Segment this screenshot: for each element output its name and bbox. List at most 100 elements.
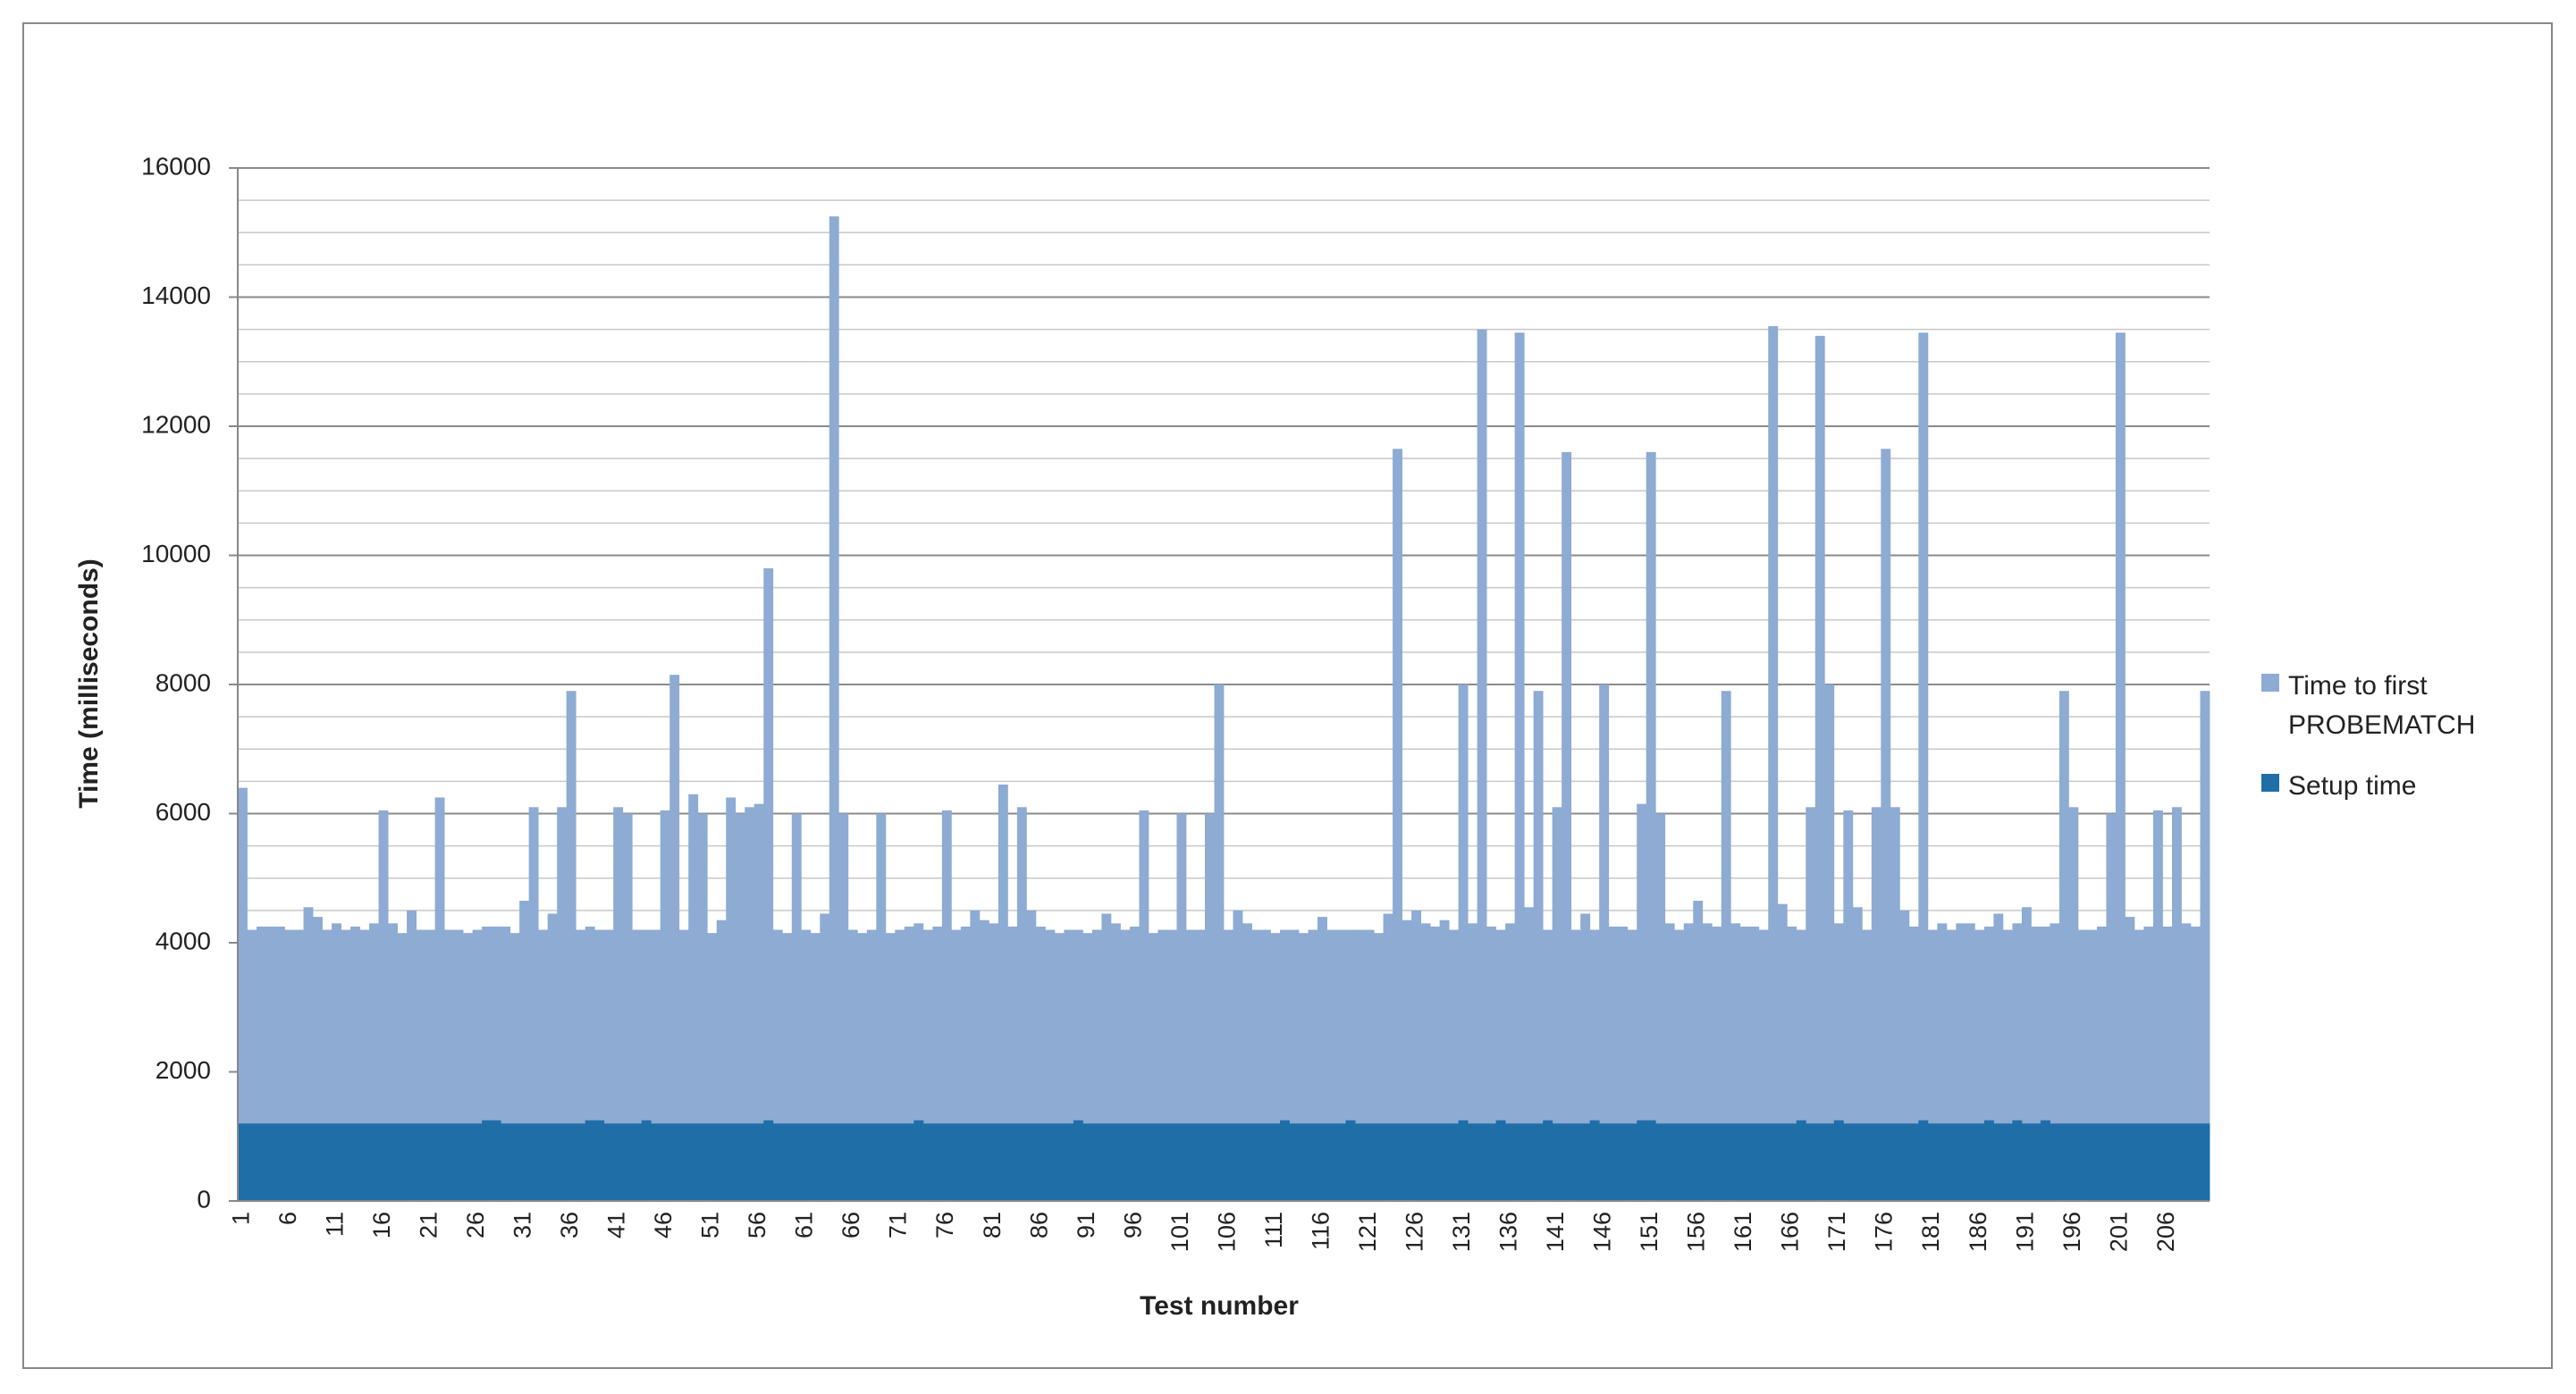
bar [1871, 807, 1881, 1201]
bar [509, 1123, 520, 1201]
bar [1120, 1123, 1131, 1201]
x-tick-label: 11 [321, 1212, 348, 1237]
bar [1505, 1123, 1516, 1201]
bar [1890, 1123, 1900, 1201]
x-tick-label: 76 [931, 1212, 958, 1239]
bar [1918, 332, 1929, 1201]
bar [1580, 1123, 1591, 1201]
bar [753, 803, 764, 1201]
bar [1101, 1123, 1112, 1201]
bar [1890, 807, 1900, 1201]
bar [641, 929, 652, 1201]
bar [745, 1123, 755, 1201]
bar [753, 1123, 764, 1201]
x-tick-label: 151 [1636, 1212, 1663, 1252]
bar [810, 933, 821, 1201]
bar [1730, 1123, 1741, 1201]
x-tick-label: 161 [1730, 1212, 1756, 1252]
bar [1608, 926, 1619, 1201]
bar [1683, 1123, 1694, 1201]
bar [585, 1120, 595, 1201]
x-tick-label: 156 [1683, 1212, 1710, 1252]
bar [1420, 1123, 1431, 1201]
bar [1937, 923, 1948, 1201]
bar [444, 1123, 455, 1201]
bar [632, 929, 643, 1201]
y-tick-label: 0 [197, 1185, 211, 1213]
bar [1326, 1123, 1337, 1201]
bar [895, 929, 905, 1201]
bar [1787, 1123, 1797, 1201]
bar [613, 807, 624, 1201]
bar [1110, 1123, 1121, 1201]
x-tick-label: 171 [1823, 1212, 1850, 1252]
bar [1524, 907, 1535, 1201]
bar [378, 810, 389, 1201]
x-tick-label: 111 [1260, 1212, 1287, 1248]
bar [801, 1123, 812, 1201]
bar [1655, 1123, 1666, 1201]
bar [472, 1123, 483, 1201]
bar [847, 1123, 858, 1201]
bar [2200, 691, 2210, 1201]
x-tick-label: 36 [556, 1212, 583, 1239]
bar [904, 926, 914, 1201]
bar [2058, 1123, 2069, 1201]
bar [1589, 1120, 1600, 1201]
bar [669, 1123, 680, 1201]
bar [688, 794, 699, 1201]
bar [350, 926, 360, 1201]
bar [2087, 1123, 2098, 1201]
bar [1777, 1123, 1788, 1201]
x-tick-label: 206 [2152, 1212, 2179, 1252]
bar [322, 1123, 333, 1201]
x-tick-label: 1 [227, 1212, 254, 1225]
legend-swatch [2261, 774, 2279, 792]
bar [1045, 1123, 1056, 1201]
bar [369, 1123, 379, 1201]
bar [1552, 807, 1562, 1201]
bar [1993, 1123, 2004, 1201]
bar [791, 1123, 802, 1201]
bar [1355, 929, 1365, 1201]
bar [1091, 1123, 1102, 1201]
bar [397, 1123, 408, 1201]
bar [1411, 1123, 1421, 1201]
bar [463, 933, 474, 1201]
bar [557, 1123, 568, 1201]
bar [885, 933, 896, 1201]
bar [1965, 1123, 1975, 1201]
bar [1514, 332, 1525, 1201]
bar [876, 1123, 887, 1201]
bar [2021, 1123, 2032, 1201]
bar [257, 1123, 266, 1201]
bar [716, 920, 727, 1201]
bar [1758, 1123, 1769, 1201]
bar [801, 929, 812, 1201]
bar [922, 1123, 933, 1201]
bar [632, 1123, 643, 1201]
bar [941, 810, 952, 1201]
bar [716, 1123, 727, 1201]
bar [1420, 923, 1431, 1201]
bar [444, 929, 455, 1201]
bar [425, 1123, 435, 1201]
bar [1120, 929, 1131, 1201]
bar [1796, 1120, 1806, 1201]
x-tick-label: 91 [1073, 1212, 1099, 1239]
bar [1580, 913, 1591, 1201]
bar [1064, 1123, 1074, 1201]
bar [1270, 1123, 1281, 1201]
legend-label: Time to first PROBEMATCH [2288, 671, 2476, 740]
bar [660, 810, 670, 1201]
x-tick-label: 46 [650, 1212, 677, 1239]
bar [501, 926, 511, 1201]
bar [265, 1123, 276, 1201]
bar [594, 1120, 605, 1201]
x-tick-label: 26 [462, 1212, 489, 1239]
bar [1749, 1123, 1760, 1201]
bar [1374, 933, 1384, 1201]
bar [1176, 1123, 1187, 1201]
x-tick-label: 6 [274, 1212, 301, 1225]
bar [1664, 923, 1675, 1201]
